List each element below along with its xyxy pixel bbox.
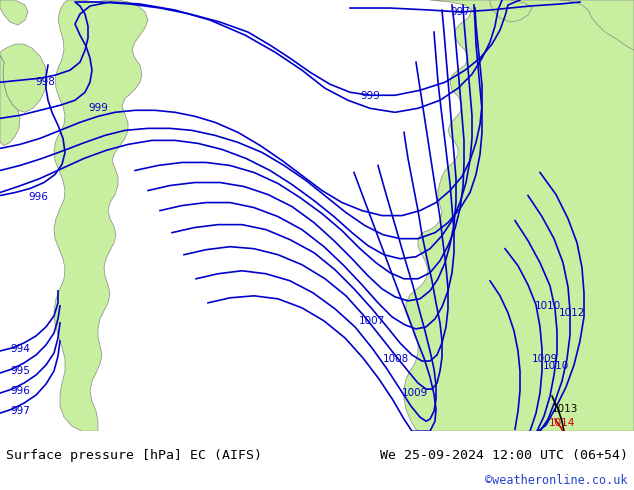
Text: 997: 997 <box>10 406 30 416</box>
Text: 996: 996 <box>28 192 48 201</box>
Text: 998: 998 <box>35 77 55 87</box>
Text: 999: 999 <box>360 91 380 101</box>
Text: 1009: 1009 <box>532 354 558 364</box>
Text: 1012: 1012 <box>559 308 585 318</box>
Text: 1013: 1013 <box>552 404 578 414</box>
Text: We 25-09-2024 12:00 UTC (06+54): We 25-09-2024 12:00 UTC (06+54) <box>380 449 628 462</box>
Text: 995: 995 <box>10 366 30 376</box>
Text: 1009: 1009 <box>402 388 428 398</box>
Text: Surface pressure [hPa] EC (AIFS): Surface pressure [hPa] EC (AIFS) <box>6 449 262 462</box>
Text: 1014: 1014 <box>549 418 575 428</box>
Text: ©weatheronline.co.uk: ©weatheronline.co.uk <box>485 474 628 487</box>
Text: 996: 996 <box>10 386 30 396</box>
Text: 999: 999 <box>88 103 108 113</box>
Text: 1008: 1008 <box>383 354 409 364</box>
Text: 1010: 1010 <box>535 301 561 311</box>
Text: 1007: 1007 <box>359 316 385 326</box>
Text: 1010: 1010 <box>543 361 569 371</box>
Text: 997: 997 <box>450 7 470 17</box>
Text: 994: 994 <box>10 344 30 354</box>
